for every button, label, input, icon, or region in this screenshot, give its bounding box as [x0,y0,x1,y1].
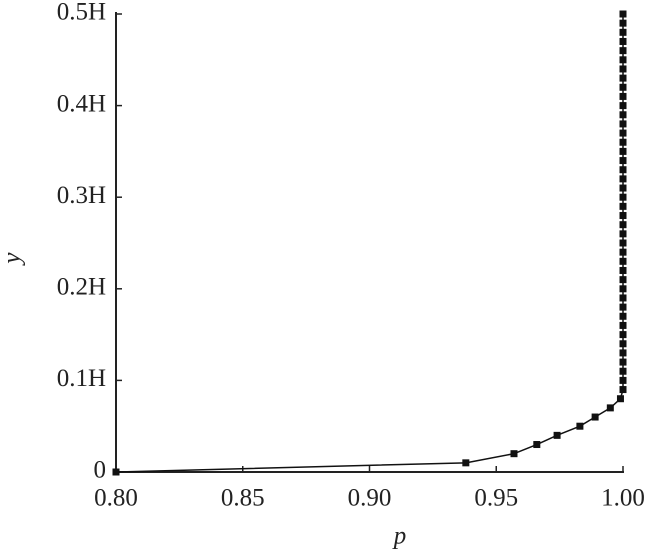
x-tick-label: 0.85 [221,485,265,512]
data-point [619,340,627,348]
data-point [619,47,627,55]
data-point [591,413,599,421]
data-point [619,193,627,201]
data-point [619,157,627,165]
data-point [619,147,627,155]
data-point [619,19,627,27]
data-point [619,358,627,366]
data-point [619,166,627,174]
data-point [619,129,627,137]
data-point [462,459,470,467]
data-point [619,83,627,91]
data-point [619,212,627,220]
data-point [619,175,627,183]
y-tick-label: 0.1H [57,365,106,392]
data-point [619,92,627,100]
data-line [115,14,624,473]
y-tick-label: 0.3H [57,182,106,209]
data-point [533,441,541,449]
data-point [510,450,518,458]
y-tick-label: 0 [94,457,107,484]
data-point [619,28,627,36]
data-point [619,276,627,284]
x-tick-label: 0.80 [94,485,138,512]
data-point [619,184,627,192]
data-point [619,386,627,394]
data-point [619,248,627,256]
x-tick-label: 0.90 [348,485,392,512]
x-tick-label: 1.00 [601,485,645,512]
data-point [619,230,627,238]
y-axis-label: y [0,252,26,267]
data-point [619,239,627,247]
data-point [112,468,120,476]
data-point [619,331,627,339]
data-point [619,376,627,384]
data-point [619,56,627,64]
data-point [606,404,614,412]
y-tick-label: 0.5H [57,0,106,26]
x-axis-label: p [392,523,407,550]
data-point [619,10,627,18]
data-point [619,257,627,265]
data-point [619,285,627,293]
data-point [553,431,561,439]
data-point [619,138,627,146]
data-point [619,111,627,119]
data-point [619,37,627,45]
data-point [619,74,627,82]
data-point [619,321,627,329]
x-tick-label: 0.95 [474,485,518,512]
data-point [619,312,627,320]
data-point [619,303,627,311]
data-point [619,202,627,210]
y-tick-label: 0.4H [57,90,106,117]
data-point [619,349,627,357]
data-point [619,102,627,110]
data-point [619,367,627,375]
data-point [619,65,627,73]
data-point [619,221,627,229]
data-point [616,395,624,403]
y-tick-label: 0.2H [57,274,106,301]
data-point [619,294,627,302]
data-point [619,266,627,274]
data-point [576,422,584,430]
data-point [619,120,627,128]
